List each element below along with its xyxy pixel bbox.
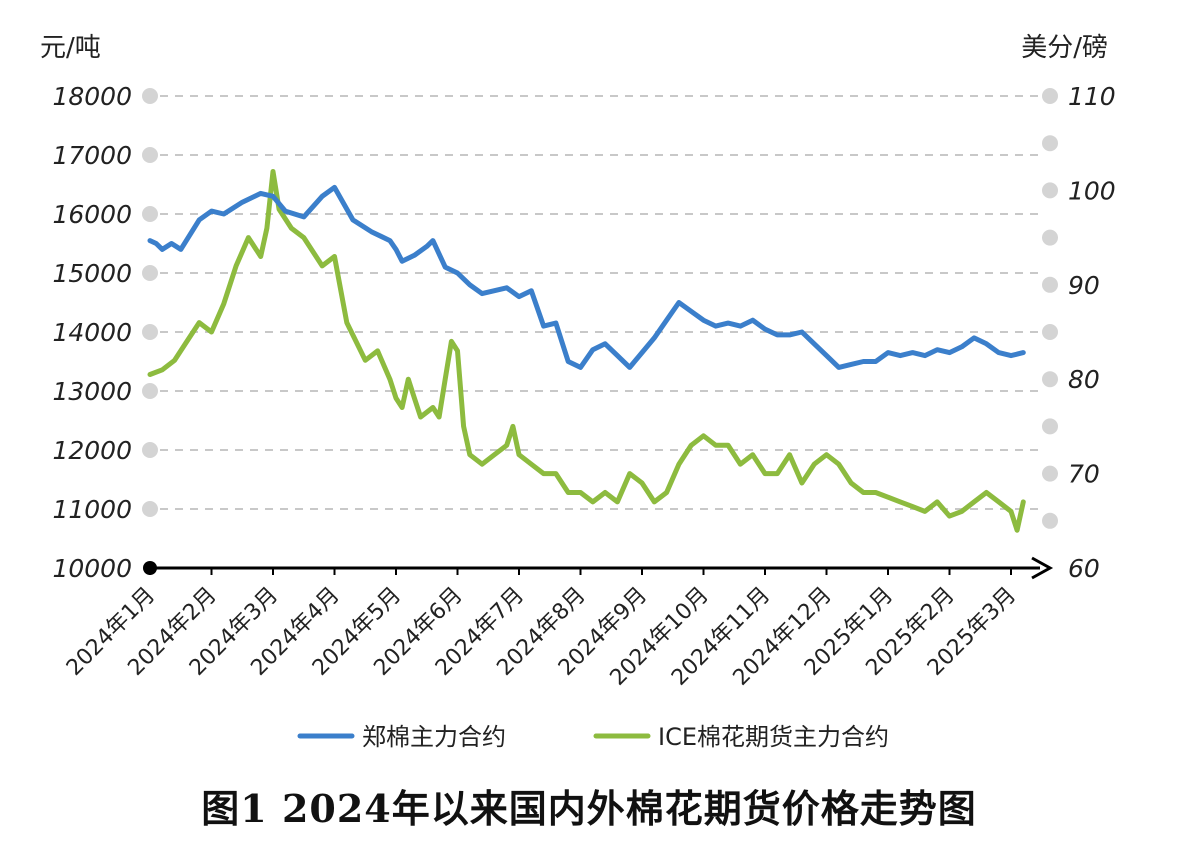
left-tick-dot (142, 265, 158, 281)
left-tick-label: 12000 (52, 436, 132, 465)
left-tick-label: 14000 (52, 318, 132, 347)
right-axis-unit: 美分/磅 (1021, 33, 1108, 63)
right-tick-label: 60 (1068, 554, 1100, 583)
left-tick-label: 16000 (52, 200, 132, 229)
right-tick-dot (1042, 371, 1058, 388)
left-tick-label: 13000 (52, 377, 132, 406)
left-axis-ticks: 18000 17000 16000 15000 14000 13000 12000 11000… (52, 82, 158, 583)
gridlines (160, 95, 1040, 510)
left-tick-label: 17000 (52, 141, 132, 170)
left-tick-label: 18000 (52, 82, 132, 111)
legend: 郑棉主力合约 ICE棉花期货主力合约 (297, 723, 889, 751)
right-tick-label: 80 (1068, 365, 1100, 394)
chart-svg: 元/吨 美分/磅 1800017000160001500014000130001… (40, 33, 1116, 751)
right-tick-dot (1042, 465, 1058, 482)
left-tick-dot (142, 383, 158, 399)
left-tick-dot (142, 442, 158, 458)
left-tick-dot (142, 147, 158, 163)
right-tick-dot (1042, 512, 1058, 529)
figure-caption: 图1 2024年以来国内外棉花期货价格走势图 (201, 786, 977, 831)
left-axis-unit: 元/吨 (40, 33, 101, 63)
legend-label: ICE棉花期货主力合约 (658, 723, 889, 751)
left-tick-dot (142, 88, 158, 104)
x-axis-arrow (1031, 556, 1054, 580)
right-axis-ticks: 110 100 90 80 70 60 (1042, 82, 1116, 583)
right-tick-label: 90 (1068, 271, 1100, 300)
series-line-ice-cotton (147, 169, 1026, 533)
right-tick-label: 70 (1068, 460, 1100, 489)
left-tick-label: 15000 (52, 259, 132, 288)
right-tick-dot (1042, 324, 1058, 340)
series-layer (147, 169, 1026, 533)
left-tick-dot (142, 206, 158, 222)
x-axis: 2024年1月2024年2月2024年3月2024年4月2024年5月2024年… (62, 556, 1054, 691)
left-tick-label: 10000 (52, 554, 132, 583)
right-tick-dot (1042, 182, 1058, 199)
right-tick-dot (1042, 135, 1058, 152)
left-tick-dot (142, 324, 158, 340)
right-tick-dot (1042, 88, 1058, 104)
right-tick-label: 110 (1068, 82, 1116, 111)
series-line-zhengmian (147, 184, 1026, 370)
right-tick-dot (1042, 276, 1058, 293)
right-tick-label: 100 (1068, 176, 1116, 205)
right-tick-dot (1042, 418, 1058, 435)
left-tick-label: 11000 (52, 495, 132, 524)
left-tick-dot (142, 501, 158, 517)
legend-label: 郑棉主力合约 (362, 723, 506, 751)
right-tick-dot (1042, 229, 1058, 246)
